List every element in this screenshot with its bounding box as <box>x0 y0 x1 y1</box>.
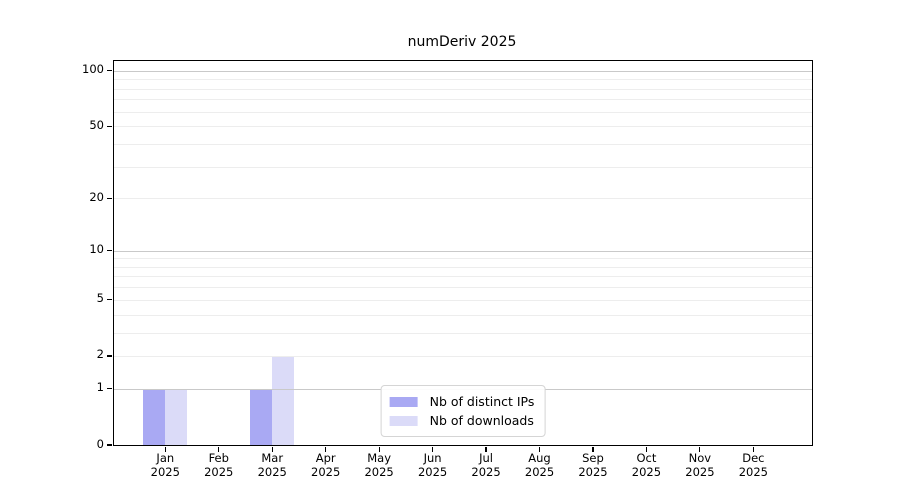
x-tick-label: Dec 2025 <box>721 451 785 479</box>
y-tick-label: 1 <box>96 380 104 395</box>
x-tick-label: Aug 2025 <box>508 451 572 479</box>
x-tick-mark <box>218 447 220 452</box>
x-tick-year-label: 2025 <box>471 464 501 479</box>
x-tick-mark <box>699 447 701 452</box>
x-tick-mark <box>378 447 380 452</box>
y-tick-label: 10 <box>89 242 104 257</box>
bar-downloads <box>165 388 188 445</box>
x-tick-mark <box>271 447 273 452</box>
x-tick-year-label: 2025 <box>150 464 180 479</box>
minor-gridline <box>114 287 812 289</box>
legend-item-distinct-ips: Nb of distinct IPs <box>389 392 535 411</box>
x-tick-year-label: 2025 <box>257 464 287 479</box>
y-tick-mark <box>107 355 112 357</box>
minor-gridline <box>114 299 812 301</box>
y-tick-mark <box>107 249 112 252</box>
x-tick-year-label: 2025 <box>364 464 394 479</box>
minor-gridline <box>114 266 812 268</box>
minor-gridline <box>114 99 812 101</box>
y-axis-tick-labels: 100 50 20 10 5 2 1 0 <box>0 0 104 500</box>
x-tick-year-label: 2025 <box>524 464 555 479</box>
x-tick-year-label: 2025 <box>311 464 341 479</box>
x-tick-label: May 2025 <box>347 451 411 479</box>
x-tick-label: Sep 2025 <box>561 451 625 479</box>
major-gridline <box>114 70 812 72</box>
x-tick-mark <box>432 447 434 452</box>
x-tick-label: Oct 2025 <box>614 451 678 479</box>
bar-distinct-ips <box>250 388 273 445</box>
minor-gridline <box>114 258 812 260</box>
legend-item-downloads: Nb of downloads <box>389 411 535 430</box>
x-tick-label: Feb 2025 <box>187 451 251 479</box>
bar-distinct-ips <box>143 388 166 445</box>
y-tick-label: 0 <box>96 436 104 451</box>
minor-gridline <box>114 276 812 278</box>
plot-area: Jan 2025 Feb 2025 Mar 2025 Apr 2025 May 2025 Jun 20… <box>107 60 813 478</box>
x-tick-mark <box>592 447 594 452</box>
minor-gridline <box>114 332 812 334</box>
minor-gridline <box>114 314 812 316</box>
y-tick-mark <box>107 197 112 199</box>
legend: Nb of distinct IPs Nb of downloads <box>380 385 546 437</box>
minor-gridline <box>114 166 812 168</box>
legend-swatch-downloads-icon <box>389 415 418 426</box>
x-tick-label: Jan 2025 <box>133 451 197 479</box>
legend-label-downloads: Nb of downloads <box>429 413 534 428</box>
y-tick-label: 100 <box>82 62 104 77</box>
x-tick-year-label: 2025 <box>738 464 768 479</box>
minor-gridline <box>114 198 812 200</box>
y-tick-label: 2 <box>96 347 104 362</box>
x-tick-mark <box>325 447 327 452</box>
y-tick-mark <box>107 70 112 72</box>
minor-gridline <box>114 111 812 113</box>
x-tick-label: Apr 2025 <box>294 451 358 479</box>
x-tick-label: Jun 2025 <box>401 451 465 479</box>
y-tick-mark <box>107 299 112 301</box>
legend-swatch-distinct-ips-icon <box>389 396 418 407</box>
minor-gridline <box>114 126 812 128</box>
x-tick-mark <box>752 447 754 452</box>
bar-downloads <box>272 355 295 445</box>
x-tick-mark <box>485 447 487 452</box>
x-tick-year-label: 2025 <box>417 464 448 479</box>
x-tick-year-label: 2025 <box>685 464 715 479</box>
y-tick-mark <box>107 388 112 390</box>
chart-title: numDeriv 2025 <box>407 34 517 50</box>
x-tick-label: Jul 2025 <box>454 451 518 479</box>
y-tick-label: 20 <box>89 189 104 204</box>
x-tick-mark <box>645 447 648 452</box>
x-tick-year-label: 2025 <box>631 464 662 479</box>
x-tick-label: Nov 2025 <box>668 451 732 479</box>
y-tick-label: 5 <box>96 291 104 306</box>
minor-gridline <box>114 143 812 145</box>
y-tick-label: 50 <box>89 117 104 132</box>
minor-gridline <box>114 88 812 90</box>
y-tick-mark <box>107 444 112 446</box>
major-gridline <box>114 250 812 252</box>
x-tick-mark <box>538 447 541 452</box>
x-tick-mark <box>164 447 166 452</box>
y-tick-mark <box>107 125 112 127</box>
x-tick-label: Mar 2025 <box>240 451 304 479</box>
minor-gridline <box>114 79 812 81</box>
x-tick-year-label: 2025 <box>578 464 608 479</box>
legend-label-distinct-ips: Nb of distinct IPs <box>429 394 535 409</box>
x-tick-year-label: 2025 <box>204 464 234 479</box>
minor-gridline <box>114 355 812 357</box>
